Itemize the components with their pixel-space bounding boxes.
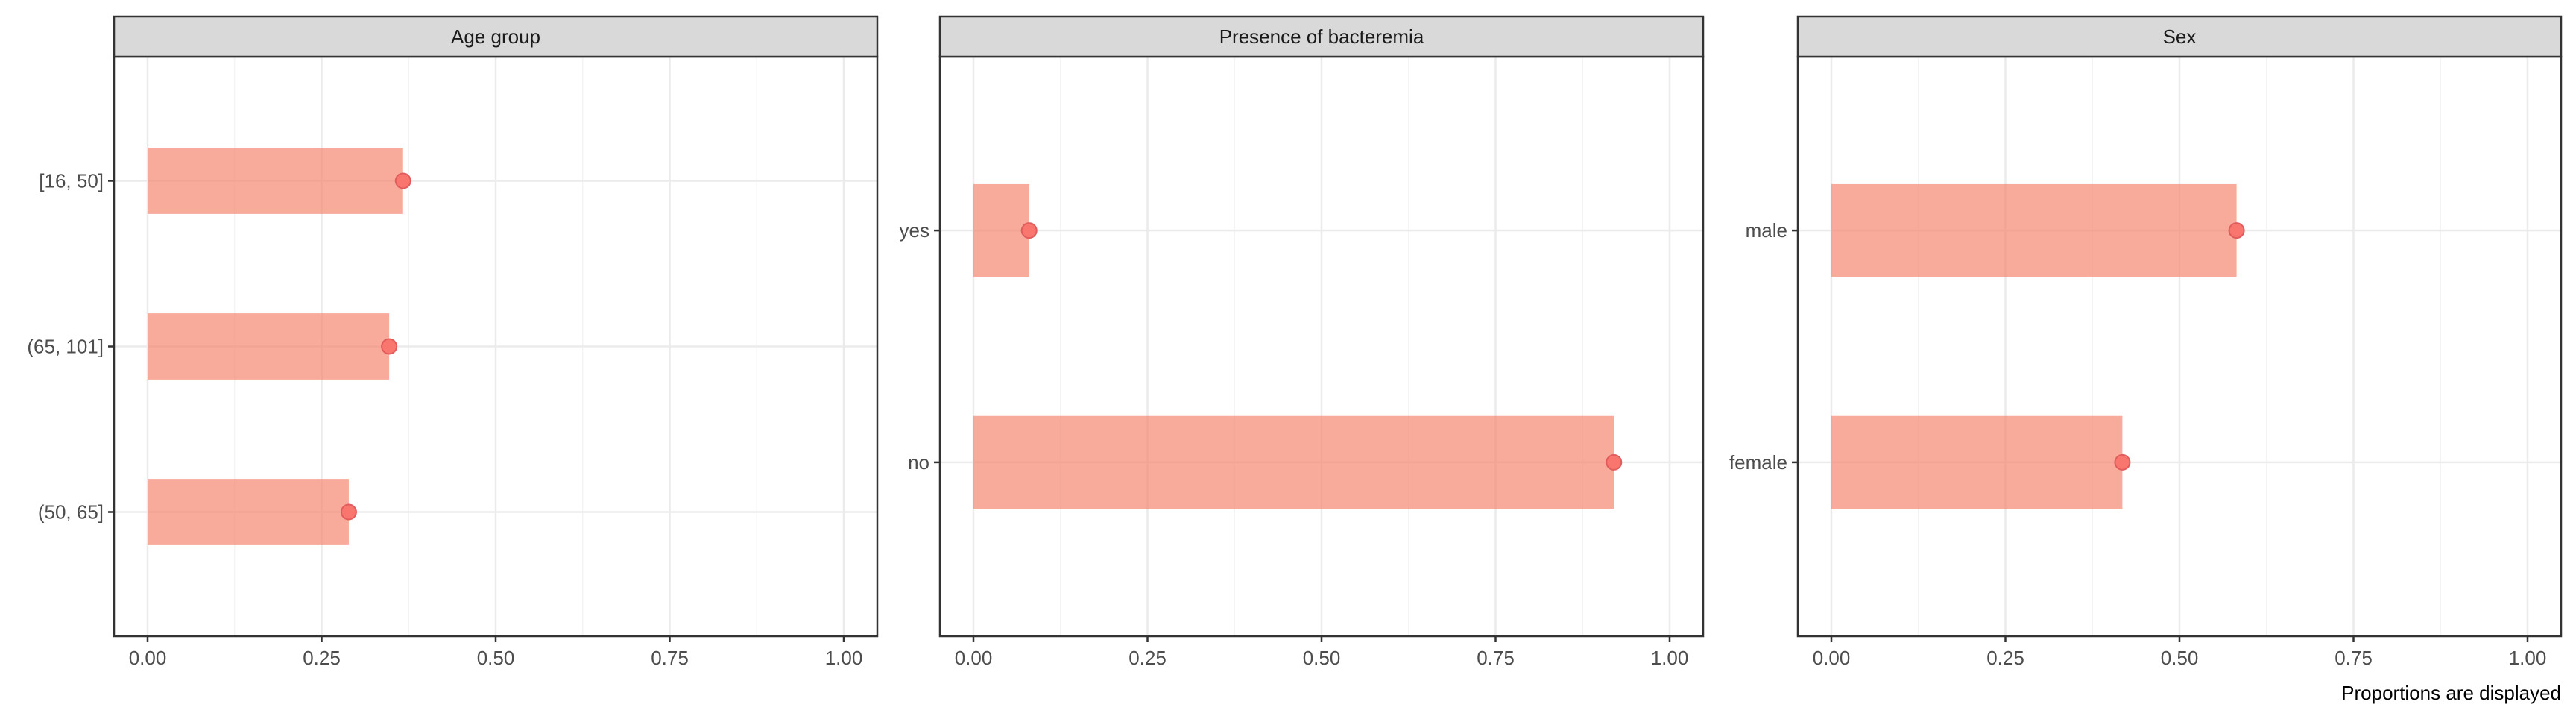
- panel-3: Sex male female 0.00 0.25 0.50 0.75 1.00: [1729, 15, 2563, 669]
- strip-title: Presence of bacteremia: [1219, 25, 1424, 48]
- x-tick-label: 1.00: [2509, 647, 2547, 669]
- point-1: [1020, 222, 1038, 239]
- x-tick-label: 0.25: [1986, 647, 2024, 669]
- point-1: [394, 172, 411, 189]
- x-tick-label: 0.50: [2161, 647, 2199, 669]
- x-tick-label: 0.75: [2334, 647, 2373, 669]
- y-tick-label: no: [908, 451, 929, 474]
- point-1: [2228, 222, 2245, 239]
- x-tick-label: 0.25: [1128, 647, 1167, 669]
- x-tick-label: 1.00: [1651, 647, 1689, 669]
- strip-title: Sex: [2163, 25, 2197, 48]
- point-2: [2114, 453, 2131, 471]
- x-tick-label: 0.00: [129, 647, 167, 669]
- bar-1: [973, 183, 1029, 277]
- point-3: [340, 503, 357, 521]
- point-2: [1606, 453, 1623, 471]
- y-tick-label: female: [1729, 451, 1787, 474]
- strip-background: [1796, 15, 2563, 58]
- strip-title: Age group: [451, 25, 540, 48]
- strip-background: [938, 15, 1705, 58]
- y-tick-label: (50, 65]: [38, 501, 104, 524]
- y-tick-label: [16, 50]: [39, 170, 104, 192]
- bar-3: [148, 479, 349, 545]
- bar-1: [148, 148, 403, 214]
- x-tick-label: 0.25: [303, 647, 341, 669]
- x-tick-label: 0.00: [955, 647, 993, 669]
- bar-1: [1831, 183, 2237, 277]
- chart-caption: Proportions are displayed: [2341, 682, 2561, 704]
- y-tick-label: yes: [900, 219, 929, 242]
- x-tick-label: 0.75: [651, 647, 689, 669]
- bar-2: [148, 313, 390, 380]
- bar-2: [973, 415, 1614, 509]
- point-2: [381, 338, 398, 355]
- x-tick-label: 0.00: [1813, 647, 1851, 669]
- x-tick-label: 0.50: [1303, 647, 1341, 669]
- bar-2: [1831, 415, 2123, 509]
- x-tick-label: 1.00: [825, 647, 863, 669]
- panel-2: Presence of bacteremia yes no 0.00 0.25 0.50 0…: [900, 15, 1705, 669]
- panel-1: Age group [16, 50] (65, 101] (50, 65] 0.00 0.…: [27, 15, 879, 669]
- x-tick-label: 0.75: [1477, 647, 1515, 669]
- strip-background: [113, 15, 879, 58]
- x-tick-label: 0.50: [477, 647, 515, 669]
- y-tick-label: (65, 101]: [27, 336, 104, 358]
- y-tick-label: male: [1746, 219, 1787, 242]
